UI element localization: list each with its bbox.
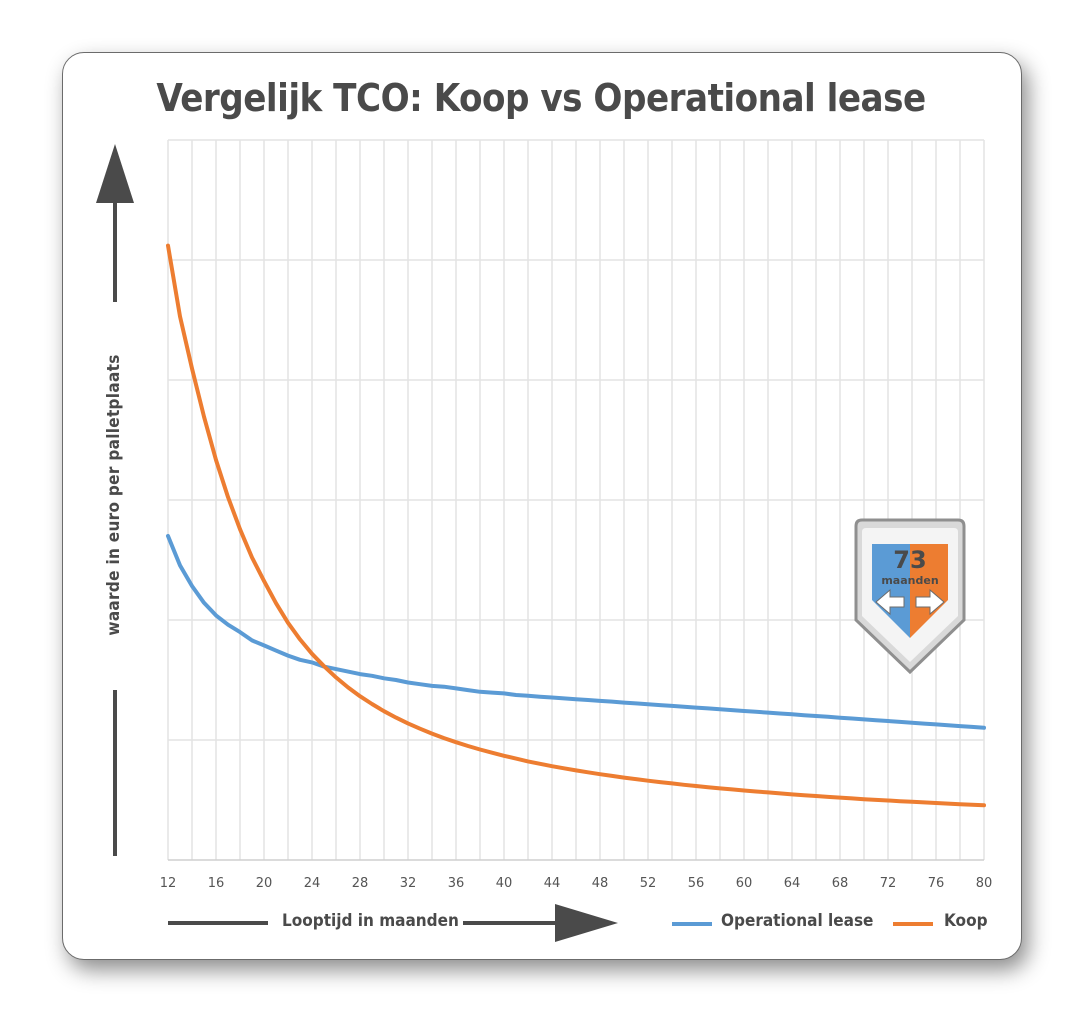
badge-left-half <box>872 544 910 638</box>
x-tick-label: 28 <box>352 876 369 891</box>
x-tick-label: 64 <box>784 876 801 891</box>
breakeven-badge: 73 maanden <box>854 518 966 675</box>
x-tick-label: 80 <box>976 876 993 891</box>
x-tick-label: 48 <box>592 876 609 891</box>
x-axis-label: Looptijd in maanden <box>282 911 459 931</box>
x-tick-label: 72 <box>880 876 897 891</box>
x-tick-label: 44 <box>544 876 561 891</box>
legend-line-koop <box>893 922 933 926</box>
badge-right-half <box>910 544 948 638</box>
y-up-arrow-icon <box>96 144 134 302</box>
legend-label-operational-lease: Operational lease <box>721 911 874 931</box>
x-tick-label: 20 <box>256 876 273 891</box>
left-right-arrows-icon <box>875 588 945 616</box>
series-line-koop <box>166 243 986 808</box>
x-tick-label: 60 <box>736 876 753 891</box>
legend-line-operational-lease <box>672 922 712 926</box>
badge-text: maanden <box>881 574 938 587</box>
x-tick-label: 52 <box>640 876 657 891</box>
x-tick-label: 32 <box>400 876 417 891</box>
x-tick-labels: 12 16 20 24 28 32 36 40 44 48 52 56 60 64 68 72 76 80 <box>160 876 993 891</box>
series-line-operational-lease <box>166 534 986 730</box>
grid <box>167 139 985 861</box>
x-tick-label: 76 <box>928 876 945 891</box>
x-tick-label: 24 <box>304 876 321 891</box>
badge-number: 73 <box>893 546 926 574</box>
x-tick-label: 36 <box>448 876 465 891</box>
x-tick-label: 16 <box>208 876 225 891</box>
x-tick-label: 68 <box>832 876 849 891</box>
legend-label-koop: Koop <box>944 911 988 931</box>
chart-title: Vergelijk TCO: Koop vs Operational lease <box>156 76 926 120</box>
x-tick-label: 40 <box>496 876 513 891</box>
x-tick-label: 12 <box>160 876 177 891</box>
x-tick-label: 56 <box>688 876 705 891</box>
series-lines <box>166 243 986 808</box>
chart-card <box>62 52 1022 960</box>
x-right-arrow-icon <box>463 904 618 942</box>
